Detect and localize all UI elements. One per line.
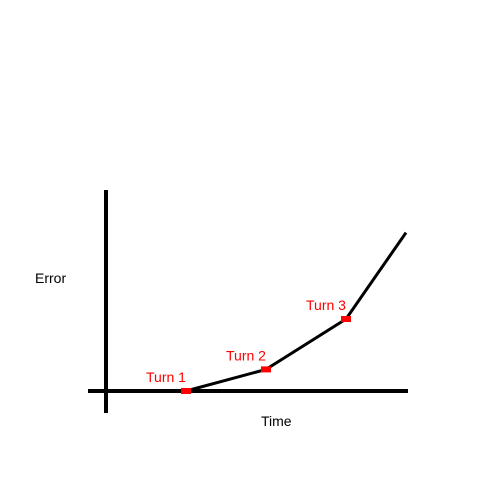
y-axis-label: Error	[35, 270, 66, 286]
turn-marker-2	[261, 366, 271, 373]
turn-marker-3	[341, 316, 351, 322]
marker-layer	[181, 316, 351, 394]
turn-marker-1	[181, 388, 191, 394]
turn-label-3: Turn 3	[306, 297, 346, 313]
annotation-layer: Turn 1 Turn 2 Turn 3	[146, 297, 346, 385]
turn-label-2: Turn 2	[226, 347, 266, 363]
series-line	[185, 231, 408, 393]
x-axis-label: Time	[261, 413, 292, 429]
series-layer	[185, 231, 408, 393]
turn-label-1: Turn 1	[146, 369, 186, 385]
